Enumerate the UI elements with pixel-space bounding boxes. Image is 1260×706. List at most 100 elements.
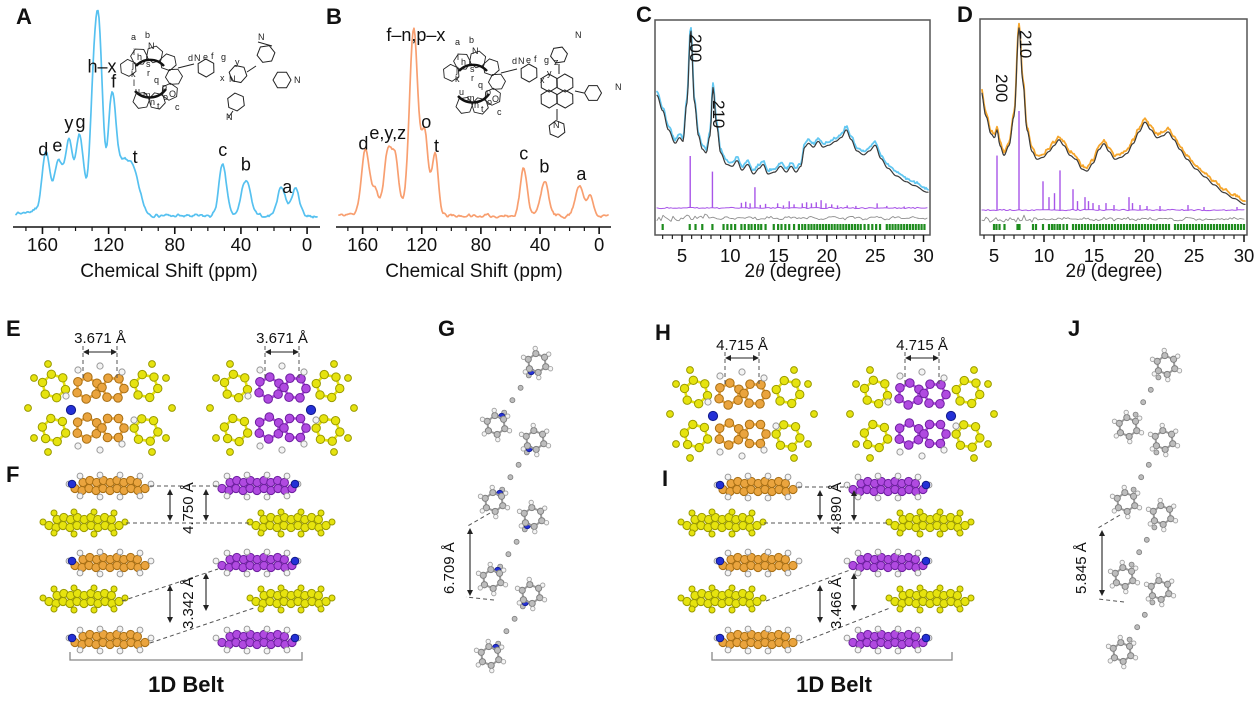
e-left-main-ring-0-atom-3 [73,376,83,387]
inset-a-macrocycle-ring-2 [146,45,164,64]
j-ring-top-3-c-atom-1 [1157,595,1165,604]
h-left-h-atom-3 [716,448,724,456]
nmr-peak-label-a-b: b [241,155,251,175]
distance-f-bottom: 3.342 Å [180,577,197,629]
h-left-h-atom-6 [704,398,712,406]
g-ring-top-3-h-atom-3 [514,585,521,591]
h-right-yellow-ring-1-atom-1 [862,439,873,450]
xrd-panel-d: 5 10 15 20 25 30 [979,18,1254,266]
h-left-main-ring-3-atom-1 [739,429,749,439]
f-orange-3-atom-t-8 [132,631,142,642]
nmr-peak-label-a-y: y [64,113,73,133]
i-dim2-arrow-left-head-top [817,585,823,591]
nmr-peak-label-b-d: d [358,134,368,154]
h-left-h-atom-0 [716,372,724,380]
e-right-h-atom-7 [312,416,320,424]
xrd-bragg-tick-c-12.9 [757,224,760,230]
g-ring-bottom-2-c-atom-4 [487,565,495,574]
e-left-main-ring-3-atom-4 [119,423,129,433]
g-ring-bottom-3-c-atom-3 [477,648,485,656]
xrd-tick-label-c-10: 10 [720,245,741,266]
e-left-yellow-ring-2-atom-5 [145,392,155,403]
f-yellow-2-edge-atom-4 [90,584,98,592]
f-yellow-1-edge-atom-0 [39,518,47,526]
i-purple-2-h-atom-3 [874,548,882,556]
inset-a-atom-label-3-i: i [133,47,135,57]
e-right-yellow-ring-1-atom-3 [228,413,238,424]
h-right-main-ring-3-atom-0 [924,438,935,449]
e-left-yellow-edge-atom-9 [148,448,156,456]
xrd-bragg-tick-d-9.9 [1041,224,1045,230]
h-left-yellow-ring-2-atom-3 [791,378,801,388]
inset-b-macrocycle-ring-2 [469,50,487,69]
xrd-bragg-tick-c-28.9 [911,224,914,230]
j-ring-bottom-1-c-atom-3 [1113,494,1121,502]
e-right-h-atom-0 [256,366,264,374]
i-orange-2-h-atom-7 [744,570,752,578]
inset-a-atom-label-13-r: r [147,68,150,78]
i-yellow-4-edge-atom-7 [916,606,924,614]
xrd-bragg-tick-c-26.5 [888,224,891,230]
h-left-yellow-edge-atom-2 [804,380,812,388]
distance-h-right: 4.715 Å [896,337,948,354]
xrd-bragg-tick-c-27.4 [897,224,900,230]
j-rod-1-atom-3 [1138,474,1145,481]
e-right-yellow-edge-atom-6 [226,360,234,368]
panel-letter-b: B [326,4,342,29]
h-left-main-ring-1-atom-2 [739,388,749,399]
e-right-main-ring-1-atom-0 [295,393,305,403]
f-purple-1-h-atom-6 [223,492,231,500]
j-rod-2-atom-4 [1128,561,1135,568]
i-orange-2-h-atom-2 [724,549,732,557]
xrd-bragg-tick-d-15.9 [1101,224,1105,230]
e-right-main-ring-1-atom-2 [279,382,289,393]
f-orange-1-atom-t-8 [132,477,142,488]
h-right-main-ring-1-atom-4 [936,379,946,390]
f-yellow-1-edge-atom-1 [121,518,129,526]
f-orange-1-h-atom-9 [136,492,144,500]
h-right-yellow-ring-0-atom-5 [880,379,890,389]
f-yellow-4-edge-atom-2 [257,585,265,593]
g-ring-top-0-c-atom-1 [534,368,542,377]
h-right-main-ring-1-atom-5 [941,389,951,400]
e-left-yellow-ring-3-atom-2 [148,415,159,426]
g-ring-top-1-h-atom-3 [518,431,525,437]
xrd-bragg-tick-d-28.2 [1224,224,1228,230]
nmr-peak-label-b-o: o [421,112,431,132]
xrd-simulated-baseline-c [656,206,928,210]
e-right-yellow-edge-atom-7 [330,360,338,368]
xrd-bragg-tick-c-28.6 [908,224,912,230]
xrd-bragg-tick-d-10.8 [1050,224,1054,230]
e-right-yellow-ring-1-atom-2 [219,422,230,432]
i-orange-1-h-atom-2 [724,473,732,481]
i-purple-3-n-atom [921,633,931,643]
g-ring-bottom-0-h-atom-4 [491,407,497,413]
h-left-yellow-ring-2-atom-5 [787,398,797,409]
nmr-tick-label-b-120: 120 [406,234,437,255]
inset-a-atom-label-12-s: s [146,59,151,69]
j-ring-top-3-c-atom-2 [1148,592,1157,600]
xrd-bragg-tick-d-22.2 [1164,224,1168,230]
e-right-main-ring-2-atom-1 [254,428,265,439]
e-left-yellow-ring-1-atom-0 [52,436,62,447]
h-left-dim-arrow-head-right [753,355,759,361]
i-yellow-2-edge-atom-8 [728,606,736,614]
g-ring-bottom-1-h-atom-1 [493,514,499,520]
h-left-main-ring-2-atom-1 [714,434,725,445]
h-right-main-ring-2-atom-3 [904,418,915,428]
i-yellow-1-edge-atom-8 [728,530,736,538]
xrd-bragg-tick-d-22.5 [1167,224,1171,230]
i-yellow-2-edge-atom-5 [748,585,756,593]
f-yellow-2-edge-atom-0 [39,594,47,602]
axis-title-c-deg: (degree) [764,261,842,282]
i-yellow-3-edge-atom-9 [956,529,964,537]
xrd-bragg-tick-d-8.9 [1031,224,1035,230]
i-purple-1-h-atom-9 [914,493,922,501]
e-left-yellow-ring-3-atom-3 [153,427,163,437]
h-left-yellow-edge-atom-9 [790,454,798,462]
inset-b-macrocycle-ring-1 [453,53,472,70]
e-left-main-ring-1-atom-4 [114,373,124,384]
inset-a-atom-label-7-l: l [133,78,135,88]
h-right-yellow-ring-2-atom-1 [951,384,961,395]
inset-a-macrocycle-ring-5 [161,82,178,101]
